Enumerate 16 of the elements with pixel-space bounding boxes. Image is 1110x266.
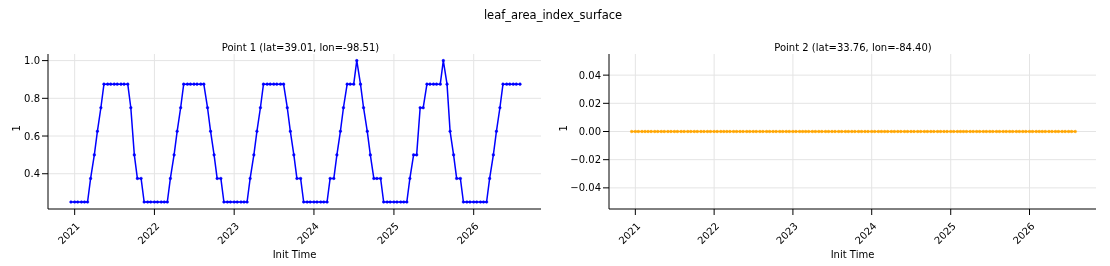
y-tick-label: −0.02: [570, 154, 601, 166]
y-axis-title: 1: [557, 125, 569, 132]
chart-title: Point 2 (lat=33.76, lon=-84.40): [774, 42, 932, 53]
y-tick-label: 0.04: [578, 69, 601, 81]
y-tick-label: 0.4: [24, 168, 40, 180]
y-axis-title: 1: [10, 125, 22, 132]
y-tick-label: 0.02: [578, 97, 601, 109]
chart-title: Point 1 (lat=39.01, lon=-98.51): [221, 42, 380, 53]
x-axis-title: Init Time: [272, 249, 317, 260]
y-tick-label: 1.0: [24, 55, 40, 67]
y-tick-label: 0.8: [24, 92, 40, 104]
y-tick-label: −0.04: [570, 182, 601, 194]
y-tick-label: 0.6: [24, 130, 40, 142]
x-axis-title: Init Time: [830, 249, 875, 260]
text: leaf_area_index_surface: [483, 8, 623, 22]
y-tick-label: 0.00: [578, 126, 601, 138]
